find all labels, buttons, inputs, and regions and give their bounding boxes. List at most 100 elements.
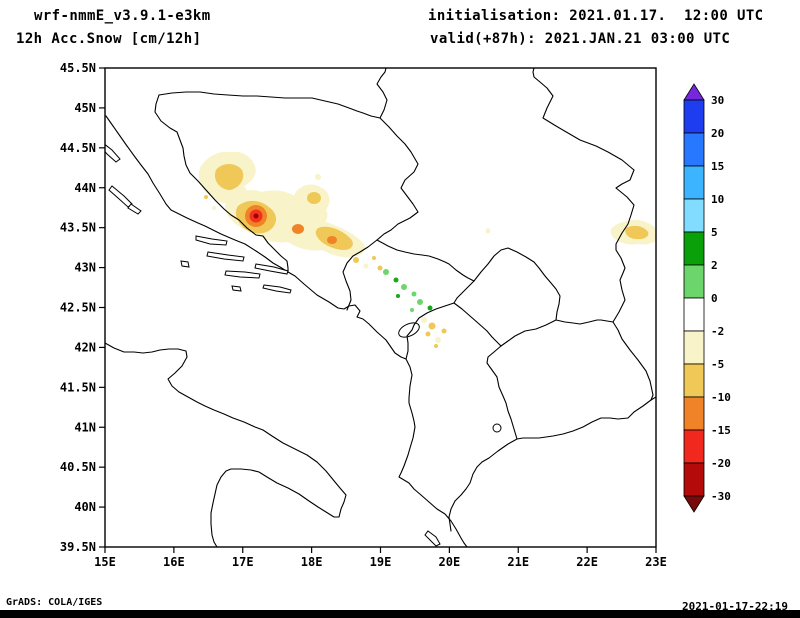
island — [105, 143, 121, 163]
product-title: 12h Acc.Snow [cm/12h] — [16, 31, 202, 47]
x-tick-label: 20E — [439, 555, 461, 569]
colorbar-label: 20 — [711, 127, 724, 140]
lake — [398, 322, 420, 338]
snow-dot — [428, 322, 436, 330]
y-tick-label: 40.5N — [60, 460, 96, 474]
y-tick-label: 40N — [74, 500, 96, 514]
colorbar-label: -10 — [711, 391, 731, 404]
green-dot — [417, 299, 423, 305]
snow-dot — [485, 228, 491, 234]
snow-spot-gold — [307, 192, 321, 204]
island — [224, 270, 261, 279]
y-tick-label: 44N — [74, 181, 96, 195]
grads-credit: GrADS: COLA/IGES — [6, 597, 103, 608]
border-serbia-romania — [532, 68, 635, 171]
border-serbia-montenegro — [376, 239, 475, 282]
snow-spot-orange — [327, 236, 337, 244]
map-content — [105, 68, 656, 547]
y-tick-label: 44.5N — [60, 141, 96, 155]
border-bulgaria-greece — [650, 396, 656, 401]
colorbar-segment — [683, 462, 705, 497]
colorbar-label: 30 — [711, 94, 724, 107]
model-title: wrf-nmmE_v3.9.1-e3km — [34, 8, 211, 24]
border-montenegro-albania — [405, 302, 455, 360]
snow-dot — [372, 256, 376, 260]
border-bosnia-montenegro — [342, 239, 378, 311]
border-albania-greece — [448, 438, 518, 532]
snow-dot — [421, 317, 427, 323]
green-dot — [383, 269, 389, 275]
green-dot — [396, 294, 400, 298]
y-tick-label: 41N — [74, 420, 96, 434]
y-tick-label: 42N — [74, 340, 96, 354]
island — [127, 203, 142, 215]
border-kosovo-albania — [453, 302, 502, 347]
valid-time-label: valid(+87h): 2021.JAN.21 03:00 UTC — [430, 31, 731, 47]
snow-area-gold — [214, 164, 244, 190]
snow-dot — [441, 328, 447, 334]
y-tick-label: 43.5N — [60, 221, 96, 235]
border-serbia-bulgaria — [612, 169, 635, 323]
island — [424, 530, 441, 547]
colorbar-segment — [683, 330, 705, 365]
creation-timestamp: 2021-01-17-22:19 — [682, 600, 788, 613]
plot-frame — [104, 67, 657, 548]
border-macedonia-greece — [516, 399, 652, 440]
colorbar-label: 2 — [711, 259, 718, 272]
y-tick-label: 43N — [74, 261, 96, 275]
colorbar-label: -20 — [711, 457, 731, 470]
coastline-adriatic-east — [105, 115, 468, 547]
colorbar-label: 10 — [711, 193, 724, 206]
colorbar-segment — [683, 297, 705, 332]
colorbar-segment — [683, 165, 705, 200]
snow-core-darkred — [253, 213, 259, 219]
snow-area-gold — [625, 225, 649, 240]
x-tick-label: 22E — [576, 555, 598, 569]
colorbar-label: -30 — [711, 490, 731, 503]
snow-dot — [435, 337, 441, 343]
island — [180, 260, 190, 268]
snow-dot — [315, 174, 321, 180]
green-dot — [411, 291, 417, 297]
border-kosovo-macedonia — [500, 319, 557, 347]
x-tick-label: 16E — [163, 555, 185, 569]
snow-dot — [377, 265, 383, 271]
country-borders — [154, 68, 656, 532]
green-dot — [410, 308, 414, 312]
colorbar-top-arrow — [683, 83, 705, 101]
border-bosnia-serbia — [376, 117, 419, 241]
colorbar-segment — [683, 198, 705, 233]
island — [108, 185, 133, 208]
snow-dot — [363, 263, 369, 269]
island — [254, 263, 289, 275]
island — [195, 235, 228, 246]
y-axis: 45.5N 45N 44.5N 44N 43.5N 43N 42.5N 42N 41.5N 41N… — [60, 61, 105, 554]
green-dot — [427, 305, 433, 311]
colorbar-label: -15 — [711, 424, 731, 437]
island — [262, 284, 292, 294]
colorbar-segment — [683, 363, 705, 398]
colorbar-label: -5 — [711, 358, 724, 371]
x-tick-label: 19E — [370, 555, 392, 569]
colorbar-label: -2 — [711, 325, 724, 338]
coastline-italy — [105, 342, 347, 547]
border-croatia-serbia — [376, 68, 388, 119]
x-tick-label: 23E — [645, 555, 667, 569]
colorbar-segment — [683, 132, 705, 167]
snow-spot-orange — [292, 224, 304, 234]
colorbar-segment — [683, 396, 705, 431]
colorbar-label: 0 — [711, 292, 718, 305]
green-dot — [401, 284, 407, 290]
border-macedonia-bulgaria — [612, 321, 654, 401]
x-tick-label: 17E — [232, 555, 254, 569]
border-bosnia-north — [158, 91, 381, 119]
colorbar-segment — [683, 231, 705, 266]
colorbar-segment — [683, 99, 705, 134]
snow-shading — [198, 151, 656, 348]
y-tick-label: 41.5N — [60, 380, 96, 394]
coastlines — [105, 115, 468, 547]
snow-dot — [425, 331, 431, 337]
border-montenegro-kosovo — [453, 280, 475, 304]
